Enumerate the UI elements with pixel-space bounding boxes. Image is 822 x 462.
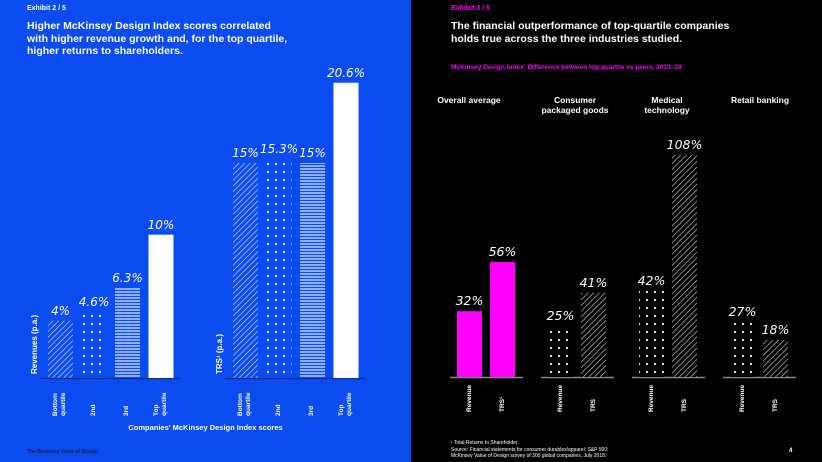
bar-bottom-quartile (233, 163, 258, 378)
headline: The financial outperformance of top-quar… (451, 20, 729, 45)
data-label: 20.6% (326, 65, 366, 80)
category-label: quartile (245, 392, 252, 416)
bar-revenue (730, 321, 755, 377)
headline-line: holds true across the three industries s… (451, 32, 683, 45)
bar-3rd (115, 287, 140, 378)
group-header-line: packaged goods (541, 105, 609, 115)
group-header-line: technology (644, 105, 690, 115)
exhibit-label: Exhibit 2 / 5 (27, 5, 66, 12)
category-label: Top (152, 404, 160, 416)
bar-trs (581, 292, 606, 377)
x-axis-title: Companies' McKinsey Design Index scores (128, 423, 283, 432)
bar-revenue (548, 325, 573, 377)
data-label: 15% (299, 146, 326, 160)
group-header: Retail banking (710, 95, 810, 105)
headline-line: higher returns to shareholders. (27, 45, 183, 57)
bar-2nd (81, 312, 107, 378)
data-label: 56% (488, 243, 517, 259)
chart-subtitle: McKinsey Design Index: Difference betwee… (451, 64, 682, 71)
category-label: Bottom (52, 393, 59, 416)
category-label: TRS (772, 399, 779, 412)
category-label: Bottom (237, 393, 244, 416)
bar-revenue (457, 311, 482, 377)
headline-line: Higher McKinsey Design Index scores corr… (27, 20, 271, 32)
data-label: 4% (50, 303, 71, 318)
group-header-line: Consumer (553, 95, 597, 105)
data-label: 4.6% (78, 295, 110, 310)
category-label: TRS (590, 399, 597, 412)
industry-chart (450, 155, 796, 379)
y-axis-title-trs: TRS¹ (p.a.) (215, 334, 224, 374)
data-label: 6.3% (112, 270, 143, 285)
exhibit-label: Exhibit 3 / 5 (451, 5, 490, 12)
data-label: 10% (147, 217, 175, 232)
category-label: quartile (345, 392, 353, 416)
group-header: Medical technology (617, 95, 717, 115)
category-label: Revenue (557, 384, 564, 412)
bar-trs (763, 340, 788, 377)
data-label: 32% (455, 293, 484, 309)
bar-top-quartile (148, 234, 174, 378)
headline: Higher McKinsey Design Index scores corr… (27, 20, 287, 58)
bar-2nd (266, 158, 292, 378)
group-header: Consumer packaged goods (525, 95, 625, 115)
footnote: ¹ Total Returns to Shareholder. Source: … (451, 440, 609, 460)
category-label: Revenue (648, 384, 655, 412)
category-label: Top (337, 404, 345, 416)
data-label: 42% (637, 272, 666, 288)
bar-top-quartile (333, 82, 359, 378)
data-label: 15% (232, 146, 259, 160)
category-label: 3rd (308, 405, 315, 416)
category-label: TRS¹ (499, 396, 506, 412)
page-number: 4 (789, 448, 793, 454)
group-header-line: Retail banking (730, 95, 790, 105)
quartile-charts (40, 82, 365, 380)
category-label: quartile (60, 392, 67, 416)
footnote-line: ¹ Total Returns to Shareholder. (451, 440, 519, 446)
group-header: Overall average (419, 95, 519, 105)
category-label: Revenue (466, 384, 473, 412)
category-label: TRS (681, 399, 688, 412)
category-label: Revenue (739, 384, 746, 412)
exhibit-2-panel: Exhibit 2 / 5 Higher McKinsey Design Ind… (0, 0, 411, 462)
data-label: 25% (546, 307, 575, 323)
exhibit-3-panel: Exhibit 3 / 5 The financial outperforman… (411, 0, 822, 462)
category-label: 3rd (123, 405, 130, 416)
category-label: 2nd (274, 404, 282, 416)
group-header-line: Overall average (437, 95, 501, 105)
bar-trs (490, 261, 515, 377)
data-label: 27% (728, 303, 757, 319)
group-header-line: Medical (651, 95, 683, 105)
bar-3rd (300, 163, 325, 378)
category-label: 2nd (89, 404, 97, 416)
data-label: 15.3% (259, 141, 299, 156)
footnote-line: McKinsey Value of Design survey of 300 g… (451, 453, 607, 459)
y-axis-title-revenues: Revenues (p.a.) (30, 314, 39, 374)
bar-bottom-quartile (48, 320, 73, 378)
bar-revenue (639, 290, 664, 377)
category-label: quartile (160, 392, 168, 416)
headline-line: with higher revenue growth and, for the … (27, 32, 288, 45)
data-label: 108% (666, 137, 703, 152)
data-label: 18% (761, 322, 790, 337)
footer-title: The Business Value of Design (27, 449, 99, 455)
headline-line: The financial outperformance of top-quar… (451, 20, 730, 32)
footnote-line: Source: Financial statements for consume… (451, 446, 609, 453)
bar-trs (672, 155, 697, 377)
data-label: 41% (579, 274, 608, 290)
